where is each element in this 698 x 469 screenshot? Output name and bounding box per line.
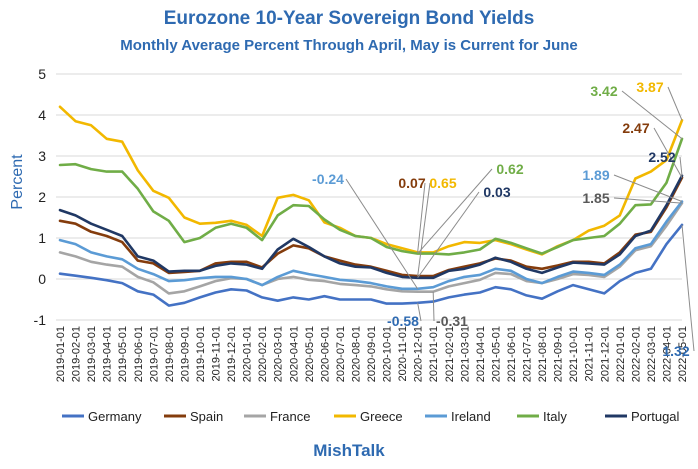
footer-brand: MishTalk [313,441,385,460]
x-tick-label: 2019-03-01 [86,326,98,382]
x-tick-label: 2019-08-01 [164,326,176,382]
y-tick-label: 2 [38,189,46,205]
x-tick-label: 2019-11-01 [211,326,223,381]
x-tick-label: 2021-01-01 [428,326,440,382]
x-tick-label: 2021-12-01 [599,326,611,382]
x-tick-label: 2021-04-01 [475,326,487,382]
annotation-leader [681,224,695,352]
series-line-germany [58,223,684,307]
x-tick-label: 2021-06-01 [506,326,518,382]
annotation-label: 3.42 [590,83,617,99]
y-tick-label: 1 [38,230,46,246]
y-tick-labels: -1 0 1 2 3 4 5 [34,66,47,328]
annotation-leader [432,291,435,322]
x-tick-label: 2019-05-01 [117,326,129,382]
y-axis-label: Percent [9,154,26,210]
annotation-label: -0.58 [387,313,419,329]
annotation-leader [613,174,683,202]
x-tick-label: 2020-03-01 [273,326,285,382]
legend-label: Greece [360,409,403,424]
chart-title: Eurozone 10-Year Sovereign Bond Yields [164,8,535,29]
y-tick-label: 5 [38,66,46,82]
x-tick-label: 2022-01-01 [615,326,627,382]
legend-label: Ireland [451,409,491,424]
legend-label: France [270,409,310,424]
y-tick-label: 4 [38,107,46,123]
annotation-leader [345,178,419,290]
x-tick-label: 2022-05-01 [677,326,689,382]
x-tick-label: 2020-10-01 [382,326,394,382]
legend: Germany Spain France Greece Ireland Italy Port… [62,409,680,424]
x-tick-label: 2019-02-01 [71,326,83,382]
x-tick-label: 2019-07-01 [148,326,160,382]
annotation-label: 0.07 [398,175,425,191]
x-tick-label: 2019-06-01 [133,326,145,382]
x-tick-label: 2020-04-01 [288,326,300,382]
annotation-leader [417,302,422,322]
annotation-leader [417,182,426,253]
x-tick-labels: 2019-01-01 2019-02-01 2019-03-01 2019-04-01… [55,326,689,382]
annotation-leader [417,191,480,279]
y-tick-label: -1 [34,312,47,328]
x-tick-label: 2021-11-01 [584,326,596,381]
annotations: 3.42 3.872.472.521.891.851.32-0.24 0.07 0.6… [312,79,695,359]
annotation-label: 2.47 [622,120,649,136]
x-tick-label: 2020-12-01 [413,326,425,382]
x-tick-label: 2019-12-01 [226,326,238,382]
x-tick-label: 2020-07-01 [335,326,347,382]
legend-label: Italy [543,409,567,424]
annotation-label: 0.03 [483,184,510,200]
series-line-ireland [58,200,684,291]
annotation-leader [667,86,683,121]
annotation-label: 0.65 [429,175,456,191]
series-lines [58,105,684,307]
x-tick-label: 2020-08-01 [350,326,362,382]
x-tick-label: 2021-02-01 [444,326,456,382]
annotation-leader [679,156,683,176]
x-tick-label: 2019-09-01 [179,326,191,382]
annotation-leader [621,90,683,140]
series-line-france [58,201,684,295]
x-tick-label: 2020-05-01 [304,326,316,382]
x-tick-label: 2022-03-01 [646,326,658,382]
annotation-label: 2.52 [648,149,675,165]
x-tick-label: 2021-10-01 [568,326,580,382]
chart-subtitle: Monthly Average Percent Through April, M… [120,37,578,54]
legend-label: Portugal [631,409,680,424]
annotation-leader [417,168,493,254]
annotation-label: 1.32 [662,343,689,359]
x-tick-label: 2021-09-01 [553,326,565,382]
y-tick-label: 0 [38,271,46,287]
annotation-leader [653,127,683,178]
x-tick-label: 2021-05-01 [490,326,502,382]
annotation-label: -0.31 [436,313,468,329]
annotation-label: 1.89 [582,167,609,183]
legend-label: Germany [88,409,142,424]
x-tick-label: 2019-04-01 [102,326,114,382]
x-tick-label: 2022-02-01 [630,326,642,382]
x-tick-label: 2019-01-01 [55,326,67,382]
series-line-portugal [58,174,684,280]
series-line-italy [58,137,684,256]
annotation-leader [613,197,683,204]
x-tick-label: 2021-07-01 [522,326,534,382]
x-tick-label: 2020-01-01 [242,326,254,382]
x-tick-label: 2022-04-01 [661,326,673,382]
annotation-label: 3.87 [636,79,663,95]
x-tick-label: 2021-08-01 [537,326,549,382]
annotation-label: -0.24 [312,171,344,187]
annotation-label: 1.85 [582,190,609,206]
annotation-label: 0.62 [496,161,523,177]
annotation-leader [417,182,431,277]
x-tick-label: 2020-09-01 [366,326,378,382]
x-tick-label: 2020-06-01 [319,326,331,382]
y-tick-label: 3 [38,148,46,164]
x-tick-label: 2021-03-01 [459,326,471,382]
x-tick-label: 2020-02-01 [257,326,269,382]
x-tick-label: 2020-11-01 [397,326,409,381]
x-tick-label: 2019-10-01 [195,326,207,382]
legend-label: Spain [190,409,223,424]
